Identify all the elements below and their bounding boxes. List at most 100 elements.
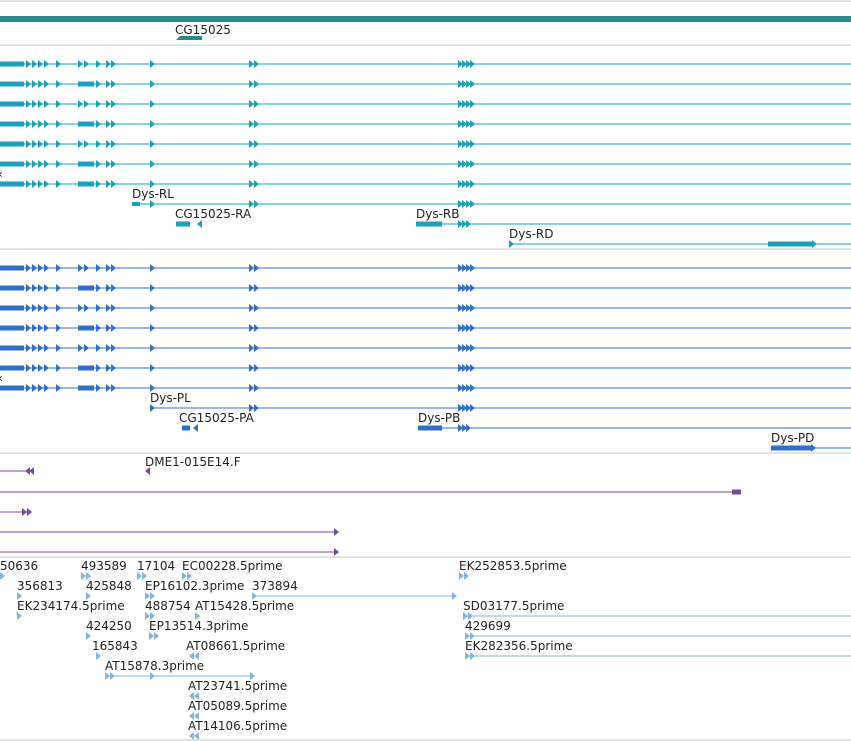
transcript-arrow[interactable] bbox=[44, 100, 49, 108]
transcript-arrow[interactable] bbox=[470, 140, 475, 148]
transcript-arrow[interactable] bbox=[249, 160, 254, 168]
transcript-arrow[interactable] bbox=[26, 80, 31, 88]
transcript-arrow[interactable] bbox=[249, 180, 254, 188]
transcript-arrow[interactable] bbox=[111, 160, 116, 168]
transcript-arrow[interactable] bbox=[78, 100, 83, 108]
transcript-arrow[interactable] bbox=[470, 100, 475, 108]
protein-arrow[interactable] bbox=[462, 424, 467, 432]
protein-arrow[interactable] bbox=[462, 404, 467, 412]
transcript-arrow[interactable] bbox=[44, 80, 49, 88]
protein-arrow[interactable] bbox=[56, 304, 61, 312]
protein-arrow[interactable] bbox=[56, 264, 61, 272]
protein-arrow[interactable] bbox=[106, 384, 111, 392]
est-arrow[interactable] bbox=[142, 572, 147, 580]
protein-arrow[interactable] bbox=[254, 284, 259, 292]
transcript-arrow[interactable] bbox=[56, 80, 61, 88]
transcript-arrow[interactable] bbox=[249, 60, 254, 68]
transcript-arrow[interactable] bbox=[466, 220, 471, 228]
transcript-arrow[interactable] bbox=[462, 220, 467, 228]
transcript-arrow[interactable] bbox=[111, 80, 116, 88]
protein-arrow[interactable] bbox=[462, 364, 467, 372]
transcript-arrow[interactable] bbox=[56, 120, 61, 128]
protein-exon[interactable] bbox=[0, 365, 24, 371]
transcript-arrow[interactable] bbox=[254, 200, 259, 208]
transcript-arrow[interactable] bbox=[38, 80, 43, 88]
transcript-exon[interactable] bbox=[78, 181, 94, 187]
protein-arrow[interactable] bbox=[56, 284, 61, 292]
est-arrow[interactable] bbox=[17, 592, 22, 600]
est-arrow[interactable] bbox=[137, 572, 142, 580]
cdna-arrow[interactable] bbox=[22, 508, 27, 516]
transcript-arrow[interactable] bbox=[458, 120, 463, 128]
protein-arrow[interactable] bbox=[44, 364, 49, 372]
protein-arrow[interactable] bbox=[111, 344, 116, 352]
protein-exon[interactable] bbox=[0, 385, 24, 391]
est-arrow[interactable] bbox=[154, 632, 159, 640]
est-arrow[interactable] bbox=[110, 672, 115, 680]
transcript-arrow[interactable] bbox=[812, 240, 817, 248]
cdna-exon[interactable] bbox=[732, 489, 741, 495]
protein-arrow[interactable] bbox=[458, 264, 463, 272]
est-arrow[interactable] bbox=[105, 672, 110, 680]
transcript-arrow[interactable] bbox=[38, 60, 43, 68]
transcript-arrow[interactable] bbox=[150, 100, 155, 108]
protein-arrow[interactable] bbox=[96, 384, 101, 392]
transcript-arrow[interactable] bbox=[26, 100, 31, 108]
protein-pb-exon[interactable] bbox=[418, 425, 442, 431]
protein-arrow[interactable] bbox=[38, 384, 43, 392]
transcript-arrow[interactable] bbox=[106, 60, 111, 68]
transcript-arrow[interactable] bbox=[111, 100, 116, 108]
transcript-arrow[interactable] bbox=[106, 140, 111, 148]
transcript-rb-exon[interactable] bbox=[416, 221, 442, 227]
est-arrow[interactable] bbox=[194, 692, 199, 700]
protein-arrow[interactable] bbox=[96, 284, 101, 292]
protein-arrow[interactable] bbox=[96, 364, 101, 372]
protein-exon[interactable] bbox=[0, 325, 24, 331]
transcript-arrow[interactable] bbox=[96, 80, 101, 88]
protein-exon[interactable] bbox=[0, 305, 24, 311]
transcript-arrow[interactable] bbox=[96, 160, 101, 168]
transcript-exon[interactable] bbox=[78, 121, 94, 127]
transcript-arrow[interactable] bbox=[32, 160, 37, 168]
transcript-arrow[interactable] bbox=[32, 100, 37, 108]
cdna-arrow[interactable] bbox=[334, 528, 339, 536]
est-arrow[interactable] bbox=[86, 572, 91, 580]
transcript-arrow[interactable] bbox=[150, 160, 155, 168]
transcript-arrow[interactable] bbox=[462, 80, 467, 88]
protein-arrow[interactable] bbox=[26, 324, 31, 332]
transcript-arrow[interactable] bbox=[32, 180, 37, 188]
protein-arrow[interactable] bbox=[193, 424, 198, 432]
protein-arrow[interactable] bbox=[150, 304, 155, 312]
transcript-arrow[interactable] bbox=[470, 200, 475, 208]
est-arrow[interactable] bbox=[150, 672, 155, 680]
transcript-arrow[interactable] bbox=[26, 140, 31, 148]
protein-arrow[interactable] bbox=[38, 344, 43, 352]
protein-arrow[interactable] bbox=[84, 344, 89, 352]
protein-arrow[interactable] bbox=[106, 344, 111, 352]
protein-exon[interactable] bbox=[0, 285, 24, 291]
transcript-arrow[interactable] bbox=[150, 80, 155, 88]
protein-arrow[interactable] bbox=[254, 344, 259, 352]
protein-arrow[interactable] bbox=[56, 384, 61, 392]
transcript-arrow[interactable] bbox=[44, 120, 49, 128]
est-arrow[interactable] bbox=[149, 632, 154, 640]
protein-arrow[interactable] bbox=[44, 264, 49, 272]
protein-arrow[interactable] bbox=[96, 324, 101, 332]
est-arrow[interactable] bbox=[145, 612, 150, 620]
protein-arrow[interactable] bbox=[249, 404, 254, 412]
transcript-arrow[interactable] bbox=[38, 100, 43, 108]
protein-arrow[interactable] bbox=[254, 384, 259, 392]
transcript-arrow[interactable] bbox=[32, 120, 37, 128]
transcript-arrow[interactable] bbox=[466, 100, 471, 108]
est-arrow[interactable] bbox=[464, 572, 469, 580]
est-arrow[interactable] bbox=[189, 652, 194, 660]
transcript-arrow[interactable] bbox=[462, 140, 467, 148]
transcript-arrow[interactable] bbox=[106, 180, 111, 188]
transcript-arrow[interactable] bbox=[84, 100, 89, 108]
protein-arrow[interactable] bbox=[26, 264, 31, 272]
transcript-arrow[interactable] bbox=[470, 60, 475, 68]
protein-arrow[interactable] bbox=[84, 304, 89, 312]
protein-arrow[interactable] bbox=[56, 364, 61, 372]
protein-arrow[interactable] bbox=[150, 324, 155, 332]
protein-arrow[interactable] bbox=[32, 324, 37, 332]
